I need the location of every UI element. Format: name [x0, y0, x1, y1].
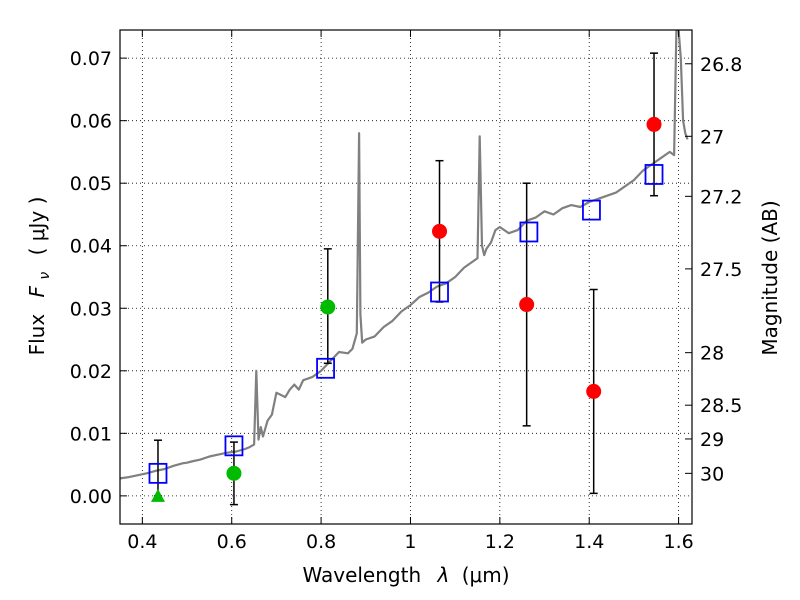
y-axis-label-unit: ( μJy ) [25, 197, 49, 256]
y-tick-label: 0.01 [70, 423, 112, 445]
mag-tick-label: 28 [700, 343, 724, 365]
y-tick-label: 0.00 [70, 486, 112, 508]
mag-tick-label: 27.5 [700, 259, 742, 281]
model-photometry-square [582, 199, 601, 221]
y-tick-label: 0.05 [70, 173, 112, 195]
detections-point [586, 383, 602, 399]
x-axis-label-symbol: λ [437, 563, 450, 587]
model-photometry-square [519, 221, 539, 243]
model-photometry-square [148, 462, 168, 484]
upper-limit-triangle [150, 488, 165, 502]
grid [120, 30, 692, 524]
model-spectrum-line [120, 30, 689, 480]
x-tick-label: 1.6 [663, 531, 693, 553]
model-photometry-square [316, 357, 335, 379]
mag-tick-label: 27 [700, 126, 724, 148]
plot-frame [119, 29, 693, 525]
axis-ticks: 0.4 0.6 0.8 1 1.2 1.4 1.6 0.00 0.01 0.02 0.03 0.04 0… [70, 30, 742, 553]
low_significance-point [226, 465, 242, 481]
y-tick-label: 0.03 [70, 298, 112, 320]
x-tick-label: 1 [404, 531, 416, 553]
detections-point [646, 116, 662, 132]
detections-point [432, 223, 448, 239]
low_significance-point [320, 299, 336, 315]
model-photometry-square [644, 164, 664, 185]
mag-tick-label: 30 [700, 463, 724, 485]
x-tick-label: 0.6 [217, 531, 247, 553]
mag-tick-label: 26.8 [700, 54, 742, 76]
mag-tick-label: 29 [700, 429, 724, 451]
x-axis-label-text: Wavelength [302, 563, 421, 587]
model-photometry-square [224, 435, 244, 457]
y-axis-label-subscript: ν [37, 272, 53, 280]
mag-tick-label: 27.2 [700, 186, 742, 208]
mag-tick-label: 28.5 [700, 395, 742, 417]
x-tick-label: 0.8 [306, 531, 336, 553]
y-axis-label-text: Flux [25, 314, 49, 356]
x-axis-label-unit: (μm) [462, 563, 510, 587]
x-tick-label: 1.2 [485, 531, 515, 553]
x-axis-label: Wavelength λ (μm) [302, 563, 509, 587]
x-tick-label: 1.4 [574, 531, 604, 553]
y-axis-label: Flux F ν ( μJy ) [25, 197, 54, 356]
y-axis-label-symbol: F [25, 285, 49, 297]
y-tick-label: 0.02 [70, 361, 112, 383]
y-tick-label: 0.07 [70, 48, 112, 70]
y2-axis-label: Magnitude (AB) [758, 200, 782, 355]
model-photometry-square [430, 281, 449, 303]
y-tick-label: 0.04 [70, 236, 112, 258]
x-tick-label: 0.4 [127, 531, 157, 553]
plot-series [120, 30, 689, 506]
detections-point [519, 297, 535, 313]
y-tick-label: 0.06 [70, 111, 112, 133]
